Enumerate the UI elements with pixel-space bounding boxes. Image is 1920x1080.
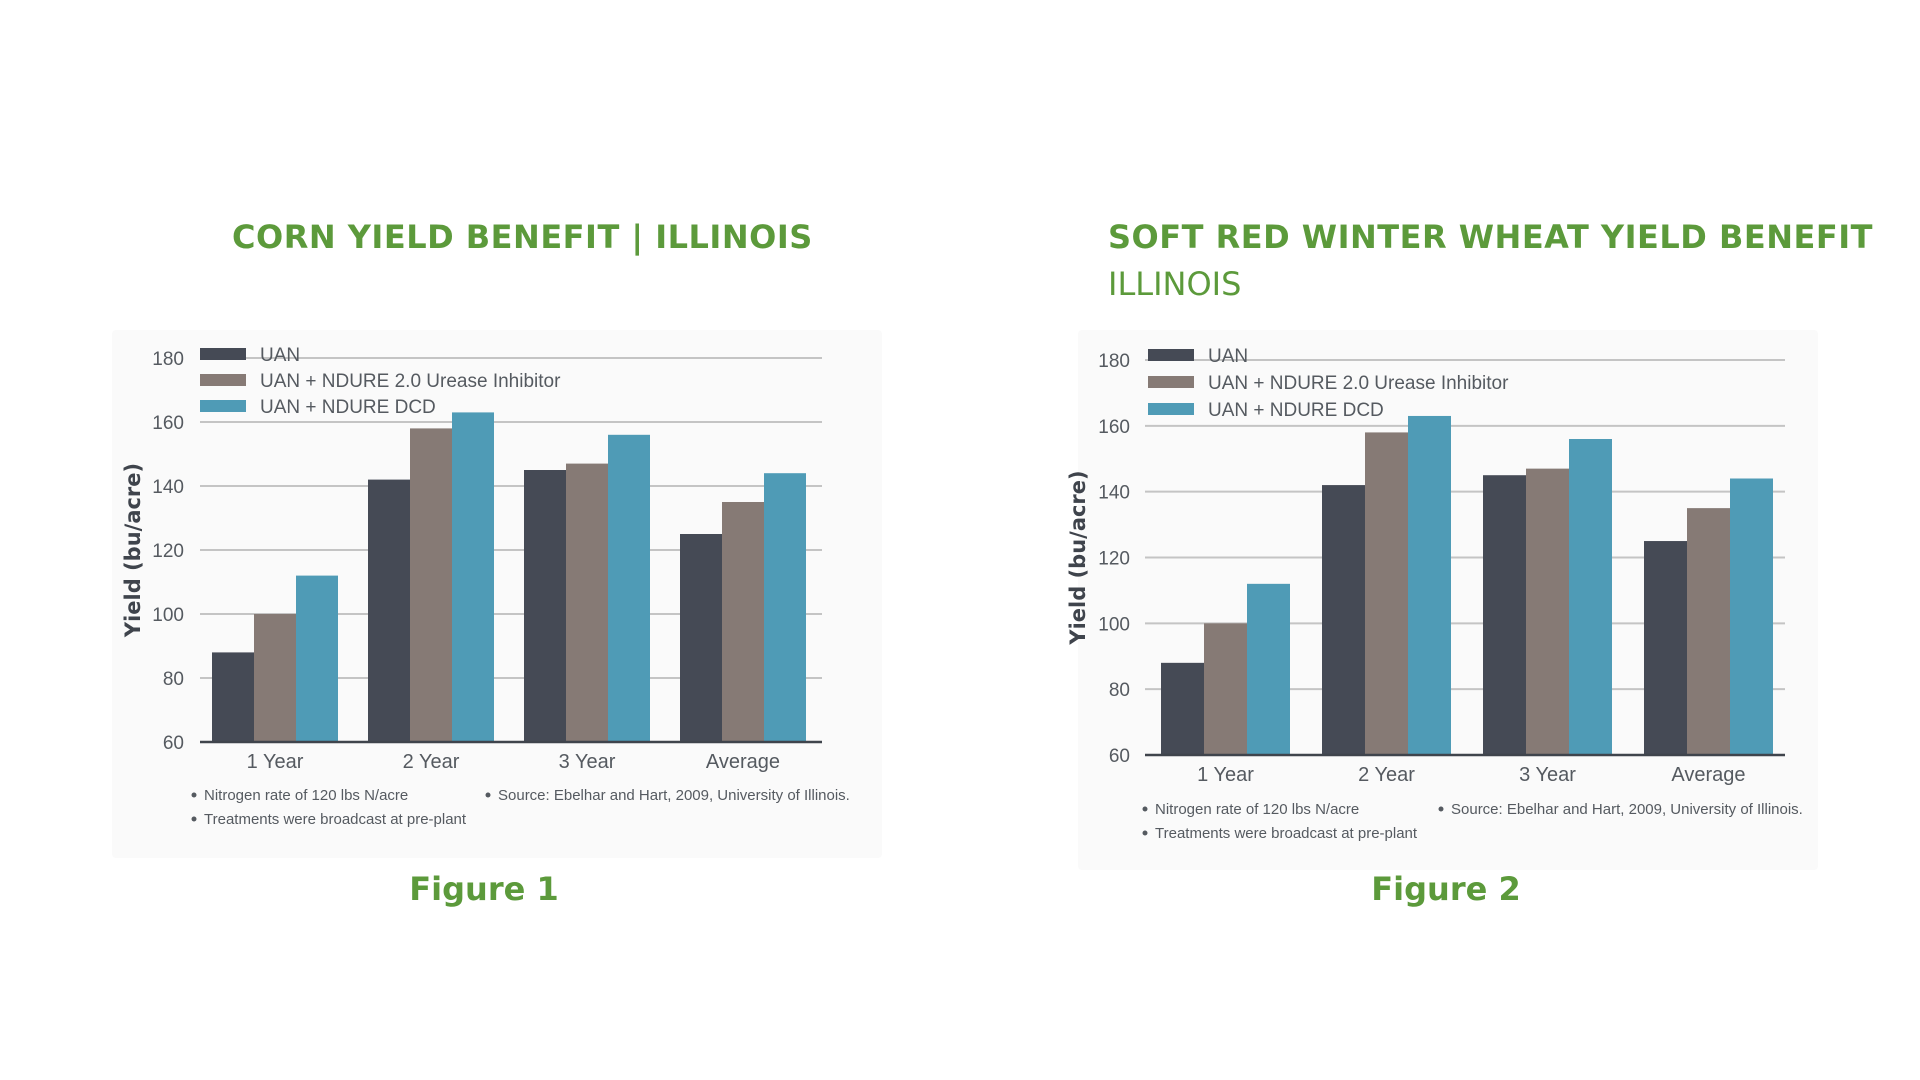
bar: [1161, 662, 1204, 755]
y-tick-label: 160: [1098, 417, 1130, 438]
bar: [722, 502, 764, 742]
bar: [1687, 508, 1730, 755]
bar: [1483, 475, 1526, 755]
legend-swatch: [1148, 376, 1194, 388]
y-tick-label: 120: [1098, 549, 1130, 570]
x-category-label: 3 Year: [1519, 764, 1576, 786]
y-tick-label: 160: [152, 413, 184, 434]
x-category-label: 1 Year: [1197, 764, 1254, 786]
figure-2-panel: SOFT RED WINTER WHEAT YIELD BENEFIT ILLI…: [960, 0, 1920, 1080]
y-axis-label: Yield (bu/acre): [1066, 470, 1090, 645]
y-axis-label: Yield (bu/acre): [121, 463, 145, 638]
bar: [566, 463, 608, 742]
note-bullet: [191, 816, 197, 822]
y-tick-label: 180: [1098, 351, 1130, 372]
y-tick-label: 100: [1098, 614, 1130, 635]
bar: [1526, 468, 1569, 755]
corn-yield-chart: 60 80 100 120 140 160 180 Yield (bu/acre) 1 Year…: [121, 345, 850, 828]
bar: [410, 428, 452, 742]
legend-label: UAN + NDURE 2.0 Urease Inhibitor: [1208, 373, 1509, 394]
note-bullet: [1142, 830, 1148, 836]
x-category-label: 3 Year: [559, 751, 616, 773]
legend-swatch: [200, 400, 246, 412]
legend-swatch: [200, 348, 246, 360]
y-tick-label: 120: [152, 541, 184, 562]
bar: [1569, 439, 1612, 755]
legend-swatch: [1148, 349, 1194, 361]
chart-title: CORN YIELD BENEFIT | ILLINOIS: [232, 218, 813, 256]
x-category-label: Average: [1671, 764, 1745, 786]
bar: [1365, 432, 1408, 755]
bar: [1322, 485, 1365, 755]
legend-label: UAN + NDURE 2.0 Urease Inhibitor: [260, 371, 561, 392]
chart-title: SOFT RED WINTER WHEAT YIELD BENEFIT: [1108, 218, 1873, 256]
bar: [1408, 415, 1451, 755]
bar: [1730, 478, 1773, 755]
x-category-label: Average: [706, 751, 780, 773]
x-category-label: 1 Year: [247, 751, 304, 773]
y-tick-label: 180: [152, 349, 184, 370]
note-bullet: [191, 792, 197, 798]
footnote: Nitrogen rate of 120 lbs N/acre: [1155, 801, 1359, 818]
y-tick-label: 140: [152, 477, 184, 498]
y-tick-label: 80: [163, 669, 184, 690]
legend-label: UAN + NDURE DCD: [260, 397, 436, 418]
bar: [296, 575, 338, 742]
y-tick-label: 60: [163, 733, 184, 754]
figure-caption: Figure 2: [1371, 870, 1521, 908]
legend-label: UAN: [1208, 346, 1248, 367]
note-bullet: [1142, 806, 1148, 812]
legend-swatch: [200, 374, 246, 386]
source-note: Source: Ebelhar and Hart, 2009, Universi…: [498, 787, 850, 804]
bar: [1247, 583, 1290, 755]
chart-subtitle: ILLINOIS: [1108, 265, 1242, 303]
bar: [452, 412, 494, 742]
note-bullet: [485, 792, 491, 798]
legend-label: UAN: [260, 345, 300, 366]
footnote: Treatments were broadcast at pre-plant: [204, 811, 467, 828]
bar: [368, 479, 410, 742]
bar: [1204, 623, 1247, 755]
wheat-yield-chart: 60 80 100 120 140 160 180 Yield (bu/acre) 1 Year…: [1066, 346, 1803, 842]
bar: [764, 473, 806, 742]
bar: [254, 614, 296, 742]
figure-caption: Figure 1: [409, 870, 559, 908]
legend-swatch: [1148, 403, 1194, 415]
legend-label: UAN + NDURE DCD: [1208, 400, 1384, 421]
note-bullet: [1438, 806, 1444, 812]
footnote: Nitrogen rate of 120 lbs N/acre: [204, 787, 408, 804]
y-tick-label: 140: [1098, 483, 1130, 504]
source-note: Source: Ebelhar and Hart, 2009, Universi…: [1451, 801, 1803, 818]
bar: [1644, 541, 1687, 755]
bar: [212, 652, 254, 742]
bar: [608, 434, 650, 742]
y-tick-label: 100: [152, 605, 184, 626]
y-tick-label: 80: [1109, 680, 1130, 701]
bar: [680, 534, 722, 742]
x-category-label: 2 Year: [1358, 764, 1415, 786]
figure-1-panel: CORN YIELD BENEFIT | ILLINOIS 60 80 100 120…: [121, 218, 850, 908]
x-category-label: 2 Year: [403, 751, 460, 773]
footnote: Treatments were broadcast at pre-plant: [1155, 825, 1418, 842]
y-tick-label: 60: [1109, 746, 1130, 767]
bar: [524, 470, 566, 742]
